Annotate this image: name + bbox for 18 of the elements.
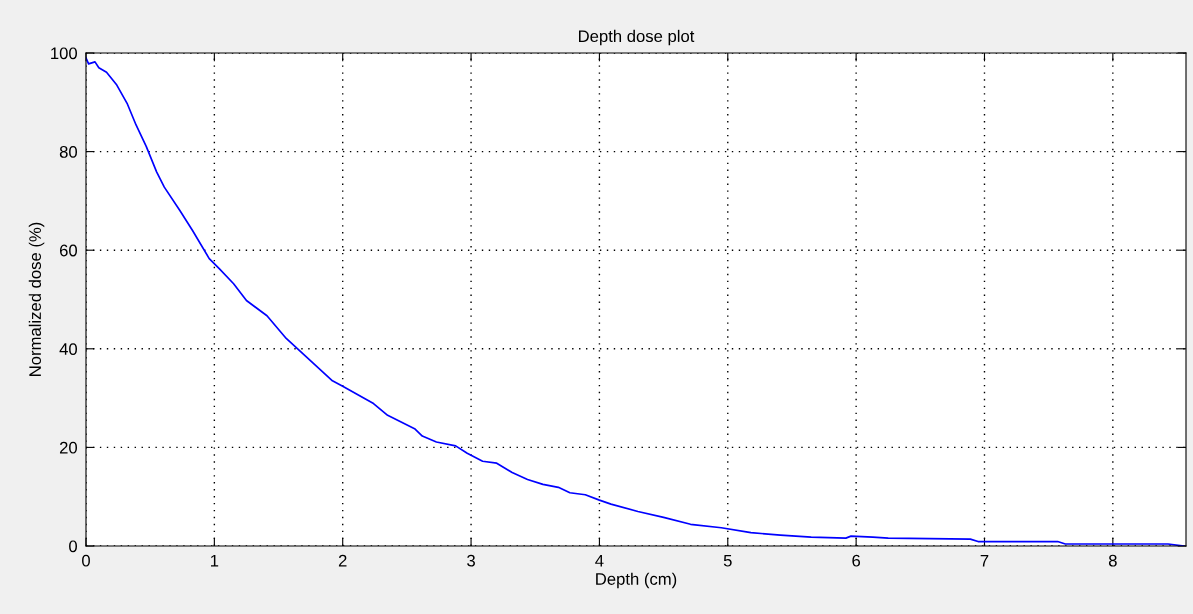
y-tick-label: 60 xyxy=(59,244,78,257)
y-tick-label: 20 xyxy=(59,441,78,454)
x-tick-label: 2 xyxy=(338,554,347,567)
x-tick-label: 1 xyxy=(210,554,219,567)
x-tick-label: 4 xyxy=(595,554,604,567)
y-axis-title: Normalized dose (%) xyxy=(28,222,45,376)
y-tick-label: 40 xyxy=(59,343,78,355)
x-tick-label: 5 xyxy=(723,554,732,567)
x-tick-label: 8 xyxy=(1108,554,1117,567)
y-tick-label: 0 xyxy=(69,540,78,553)
x-axis-title: Depth (cm) xyxy=(596,572,677,589)
y-tick-label: 100 xyxy=(51,47,78,60)
x-tick-label: 0 xyxy=(82,554,90,567)
chart-title: Depth dose plot xyxy=(579,29,695,46)
x-tick-label: 7 xyxy=(980,554,989,567)
x-tick-label: 6 xyxy=(852,554,861,567)
x-tick-label: 3 xyxy=(467,554,475,567)
y-tick-label: 80 xyxy=(59,146,78,158)
